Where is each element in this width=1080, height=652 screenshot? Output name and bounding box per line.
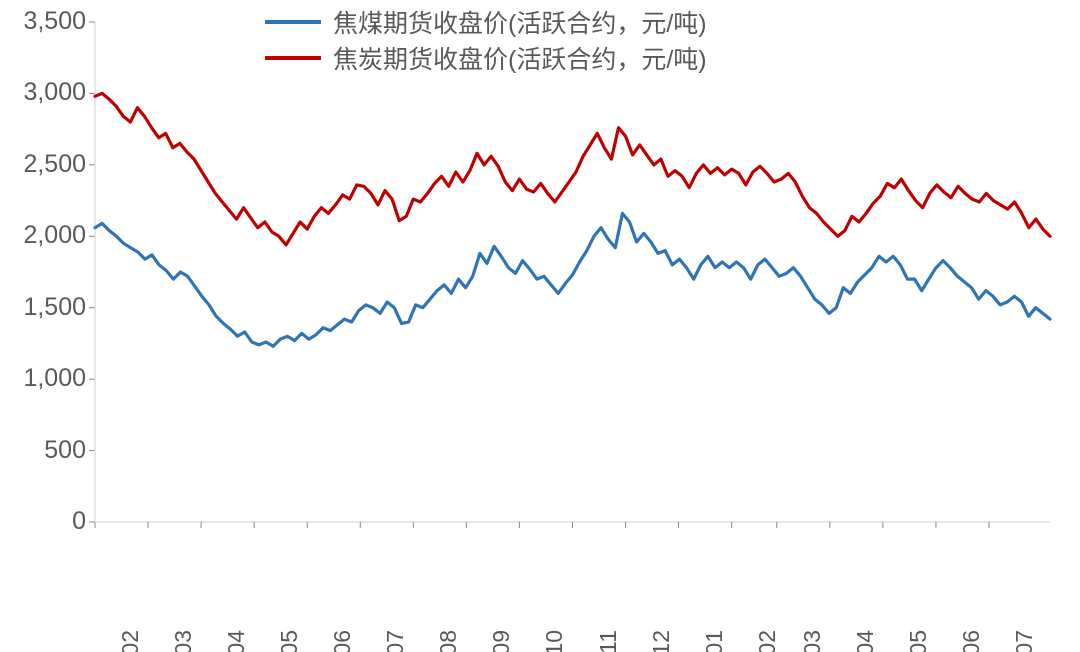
chart-legend: 焦煤期货收盘价(活跃合约，元/吨) 焦炭期货收盘价(活跃合约，元/吨) xyxy=(265,4,707,76)
y-tick-label: 3,000 xyxy=(11,78,86,107)
legend-swatch xyxy=(265,20,321,24)
x-tick-label: 2024/01 xyxy=(701,630,728,652)
y-tick-label: 1,500 xyxy=(11,293,86,322)
x-tick-label: 2024/03 xyxy=(799,630,826,652)
legend-label: 焦炭期货收盘价(活跃合约，元/吨) xyxy=(333,40,707,76)
y-tick-label: 500 xyxy=(11,436,86,465)
x-tick-label: 2023/09 xyxy=(488,630,515,652)
legend-item-coke: 焦炭期货收盘价(活跃合约，元/吨) xyxy=(265,40,707,76)
y-tick-label: 2,000 xyxy=(11,221,86,250)
y-tick-label: 0 xyxy=(11,507,86,536)
x-tick-label: 2023/08 xyxy=(435,630,462,652)
x-tick-label: 2023/10 xyxy=(541,630,568,652)
y-tick-label: 3,500 xyxy=(11,7,86,36)
x-tick-label: 2023/07 xyxy=(382,630,409,652)
legend-swatch xyxy=(265,56,321,60)
legend-label: 焦煤期货收盘价(活跃合约，元/吨) xyxy=(333,4,707,40)
x-tick-label: 2023/04 xyxy=(223,630,250,652)
x-tick-label: 2024/05 xyxy=(905,630,932,652)
futures-price-chart: 焦煤期货收盘价(活跃合约，元/吨) 焦炭期货收盘价(活跃合约，元/吨) 0 500… xyxy=(0,0,1080,652)
x-tick-label: 2023/11 xyxy=(595,630,622,652)
x-tick-label: 2023/12 xyxy=(648,630,675,652)
x-tick-label: 2024/04 xyxy=(852,630,879,652)
y-tick-label: 1,000 xyxy=(11,364,86,393)
x-tick-label: 2023/06 xyxy=(329,630,356,652)
x-tick-label: 2024/07 xyxy=(1011,630,1038,652)
x-tick-label: 2024/02 xyxy=(754,630,781,652)
x-tick-label: 2023/05 xyxy=(276,630,303,652)
x-tick-label: 2023/02 xyxy=(117,630,144,652)
x-tick-label: 2024/06 xyxy=(958,630,985,652)
chart-plot-area xyxy=(0,0,1080,652)
x-tick-label: 2023/03 xyxy=(170,630,197,652)
legend-item-coking-coal: 焦煤期货收盘价(活跃合约，元/吨) xyxy=(265,4,707,40)
y-tick-label: 2,500 xyxy=(11,150,86,179)
